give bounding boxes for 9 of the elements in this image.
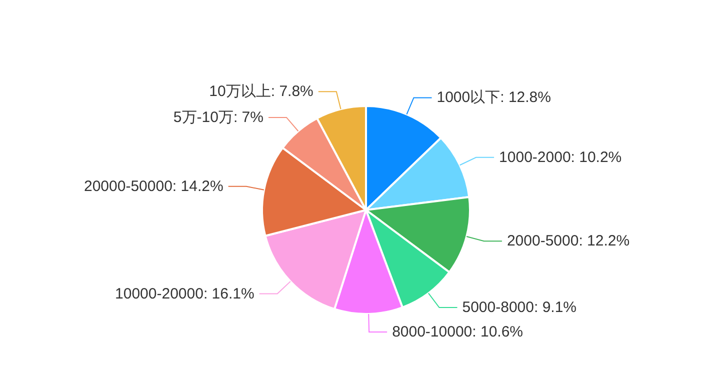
slice-label: 5万-10万: 7% [173,108,264,126]
slice-label: 20000-50000: 14.2% [84,178,224,195]
slice-label: 1000-2000: 10.2% [499,148,622,166]
slice-label: 2000-5000: 12.2% [506,232,630,250]
slice-label: 5000-8000: 9.1% [462,299,577,316]
slice-label: 8000-10000: 10.6% [392,323,524,340]
slice-label: 1000以下: 12.8% [436,89,551,106]
slice-label: 10000-20000: 16.1% [115,285,254,302]
slice-label: 10万以上: 7.8% [209,83,314,100]
